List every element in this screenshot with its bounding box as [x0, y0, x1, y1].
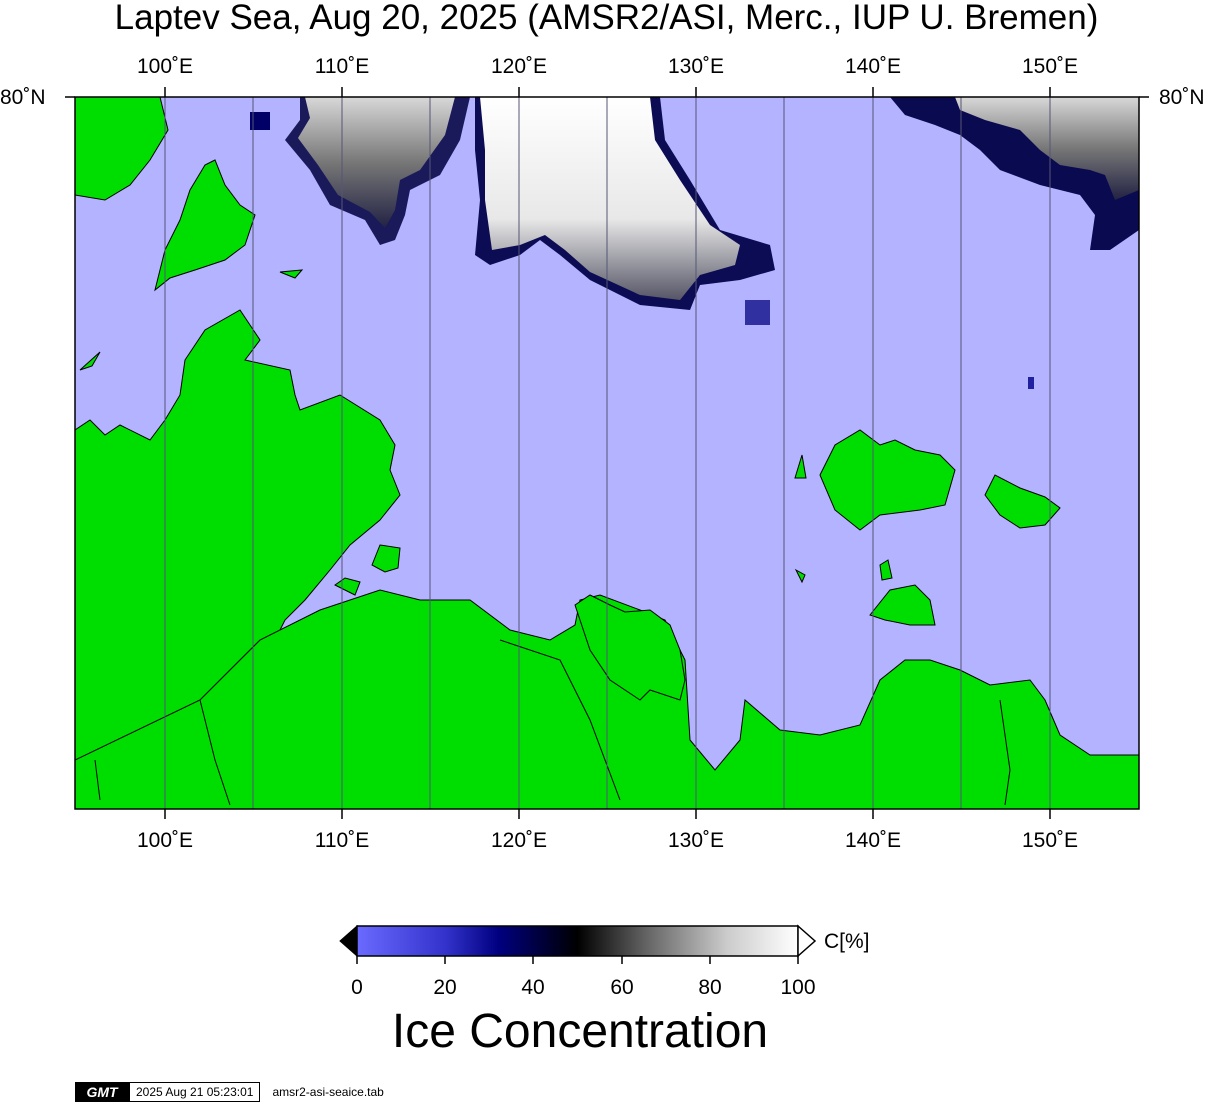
sea-ice-left — [250, 97, 470, 245]
lon-label-bottom-110: 110˚E — [314, 829, 370, 852]
colorbar — [339, 924, 817, 964]
meridian-lines — [164, 97, 1051, 809]
land-stolbovoy-island — [879, 559, 893, 581]
gmt-logo: GMT — [75, 1082, 129, 1102]
land-islet-taymyr-1 — [371, 544, 401, 573]
filename: amsr2-asi-seaice.tab — [272, 1085, 384, 1099]
colorbar-tick-80: 80 — [698, 976, 722, 999]
colorbar-tick-60: 60 — [610, 976, 634, 999]
land-lena-delta — [574, 594, 686, 701]
map-frame — [74, 96, 1140, 810]
lon-label-bottom-140: 140˚E — [844, 829, 902, 852]
lat-label-left: 80˚N — [0, 86, 46, 109]
colorbar-tick-20: 20 — [433, 976, 457, 999]
lon-label-top-110: 110˚E — [314, 55, 370, 78]
land-bunge-land — [869, 584, 936, 626]
colorbar-tick-40: 40 — [521, 976, 545, 999]
tick-marks — [164, 87, 1051, 819]
land-islet-east-2 — [794, 568, 806, 584]
lat-label-right: 80˚N — [1159, 86, 1205, 109]
colorbar-unit-label: C[%] — [824, 930, 870, 953]
lon-label-top-150: 150˚E — [1021, 55, 1079, 78]
land-kotelny-island — [819, 429, 956, 531]
gmt-footer: GMT 2025 Aug 21 05:23:01 amsr2-asi-seaic… — [75, 1081, 384, 1103]
sea-ice-center — [475, 97, 775, 325]
lon-label-top-130: 130˚E — [667, 55, 725, 78]
land-islet-small — [279, 269, 304, 279]
lon-label-bottom-100: 100˚E — [136, 829, 194, 852]
land-islet-east — [794, 454, 807, 479]
lon-label-bottom-120: 120˚E — [490, 829, 548, 852]
land-severnaya-zemlya-west — [75, 97, 169, 201]
lon-label-top-100: 100˚E — [136, 55, 194, 78]
map-title: Laptev Sea, Aug 20, 2025 (AMSR2/ASI, Mer… — [114, 0, 1099, 37]
land-islet-west — [79, 351, 101, 371]
colorbar-tick-100: 100 — [780, 976, 816, 999]
lon-label-bottom-150: 150˚E — [1021, 829, 1079, 852]
colorbar-title: Ice Concentration — [391, 1005, 769, 1058]
coast-details — [94, 639, 1011, 806]
lon-label-top-120: 120˚E — [490, 55, 548, 78]
land-new-siberia-island — [984, 474, 1061, 529]
lon-label-top-140: 140˚E — [844, 55, 902, 78]
colorbar-tick-0: 0 — [351, 976, 363, 999]
timestamp: 2025 Aug 21 05:23:01 — [129, 1082, 261, 1102]
lon-label-bottom-130: 130˚E — [667, 829, 725, 852]
land-bolshevik-island — [154, 159, 256, 292]
sea-ice-right — [890, 97, 1139, 389]
